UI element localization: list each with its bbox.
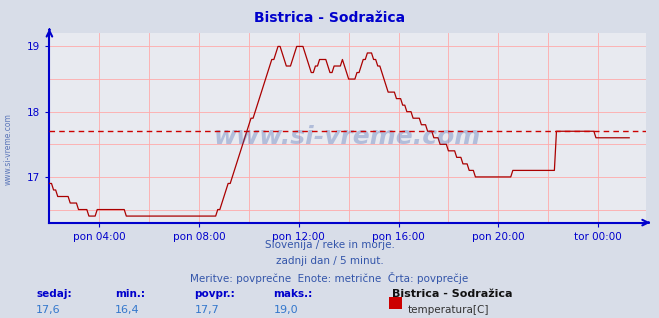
Text: zadnji dan / 5 minut.: zadnji dan / 5 minut.: [275, 256, 384, 266]
Text: maks.:: maks.:: [273, 289, 313, 299]
Text: www.si-vreme.com: www.si-vreme.com: [4, 114, 13, 185]
Text: 17,7: 17,7: [194, 305, 219, 315]
Text: www.si-vreme.com: www.si-vreme.com: [214, 126, 481, 149]
Text: Bistrica - Sodražica: Bistrica - Sodražica: [392, 289, 513, 299]
Text: 19,0: 19,0: [273, 305, 298, 315]
Text: Bistrica - Sodražica: Bistrica - Sodražica: [254, 11, 405, 25]
Text: temperatura[C]: temperatura[C]: [407, 305, 489, 315]
Text: Meritve: povprečne  Enote: metrične  Črta: povprečje: Meritve: povprečne Enote: metrične Črta:…: [190, 272, 469, 284]
Text: 17,6: 17,6: [36, 305, 61, 315]
Text: 16,4: 16,4: [115, 305, 140, 315]
Text: sedaj:: sedaj:: [36, 289, 72, 299]
Text: min.:: min.:: [115, 289, 146, 299]
Text: Slovenija / reke in morje.: Slovenija / reke in morje.: [264, 240, 395, 250]
Text: povpr.:: povpr.:: [194, 289, 235, 299]
